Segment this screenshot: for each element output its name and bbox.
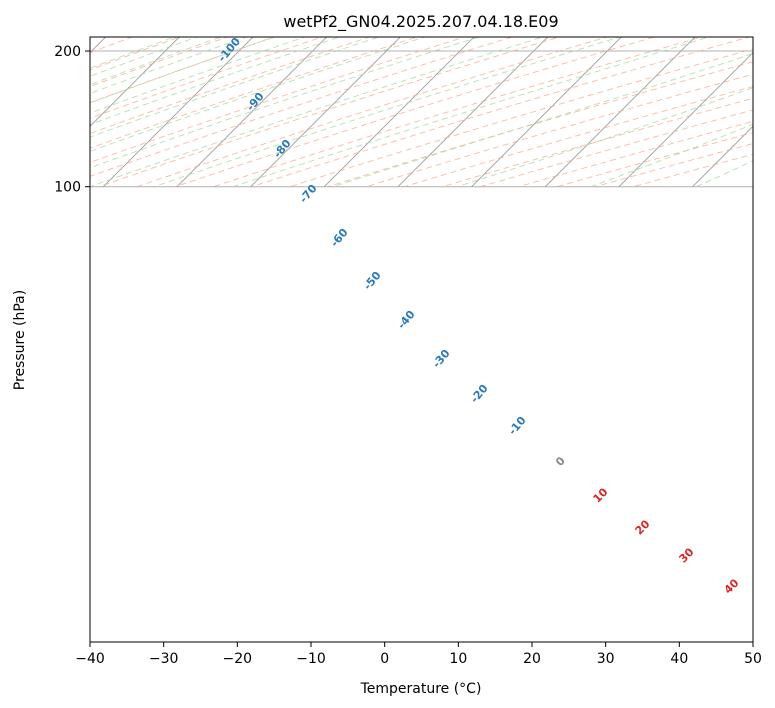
x-tick-label: −30 bbox=[149, 651, 179, 667]
plot-frame bbox=[89, 36, 754, 643]
y-axis-label: Pressure (hPa) bbox=[12, 290, 28, 390]
x-tick-label: 20 bbox=[523, 651, 541, 667]
y-tick-label: 100 bbox=[54, 180, 81, 196]
isotherm-line bbox=[618, 52, 753, 188]
isotherm-line bbox=[250, 37, 401, 188]
x-tick-label: 10 bbox=[449, 651, 467, 667]
isotherm-line bbox=[323, 37, 475, 188]
x-tick-label: −10 bbox=[296, 651, 326, 667]
isotherm-line bbox=[102, 37, 254, 188]
x-tick-label: 0 bbox=[380, 651, 389, 667]
x-tick-label: −40 bbox=[75, 651, 105, 667]
x-tick-label: 30 bbox=[597, 651, 615, 667]
isotherm-line bbox=[397, 37, 549, 188]
x-tick-label: −20 bbox=[223, 651, 253, 667]
chart-title: wetPf2_GN04.2025.207.04.18.E09 bbox=[283, 12, 558, 32]
isotherm-line bbox=[176, 37, 328, 188]
x-axis-label: Temperature (°C) bbox=[360, 681, 482, 697]
isotherm-line bbox=[471, 37, 622, 188]
x-tick-label: 50 bbox=[744, 651, 762, 667]
y-tick-label: 200 bbox=[54, 44, 81, 60]
isotherm-line bbox=[544, 37, 696, 188]
isotherm-line bbox=[90, 37, 180, 127]
x-tick-label: 40 bbox=[670, 651, 688, 667]
